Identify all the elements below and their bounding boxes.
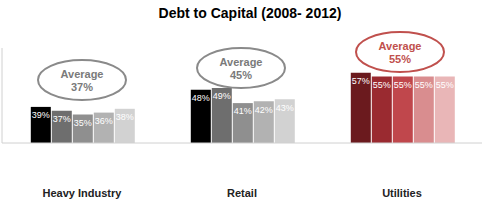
- svg-text:57%: 57%: [352, 76, 370, 86]
- svg-text:55%: 55%: [436, 80, 454, 90]
- svg-text:39%: 39%: [32, 110, 50, 120]
- svg-text:45%: 45%: [230, 69, 252, 81]
- svg-text:49%: 49%: [213, 91, 231, 101]
- svg-text:37%: 37%: [53, 114, 71, 124]
- svg-text:Utilities: Utilities: [382, 187, 422, 199]
- svg-text:36%: 36%: [95, 116, 113, 126]
- svg-text:Average: Average: [60, 68, 103, 80]
- svg-text:43%: 43%: [276, 103, 294, 113]
- svg-text:37%: 37%: [71, 81, 93, 93]
- svg-text:Retail: Retail: [227, 187, 257, 199]
- svg-text:55%: 55%: [373, 80, 391, 90]
- svg-text:55%: 55%: [415, 80, 433, 90]
- svg-text:55%: 55%: [394, 80, 412, 90]
- svg-text:Average: Average: [378, 40, 421, 52]
- svg-text:41%: 41%: [234, 106, 252, 116]
- svg-text:42%: 42%: [255, 105, 273, 115]
- svg-text:55%: 55%: [389, 53, 411, 65]
- svg-text:Average: Average: [219, 56, 262, 68]
- html-text:Debt to Capital (2008- 2012): Debt to Capital (2008- 2012): [158, 5, 342, 21]
- svg-text:38%: 38%: [116, 112, 134, 122]
- svg-text:Heavy Industry: Heavy Industry: [43, 187, 123, 199]
- svg-text:35%: 35%: [74, 118, 92, 128]
- svg-text:48%: 48%: [192, 93, 210, 103]
